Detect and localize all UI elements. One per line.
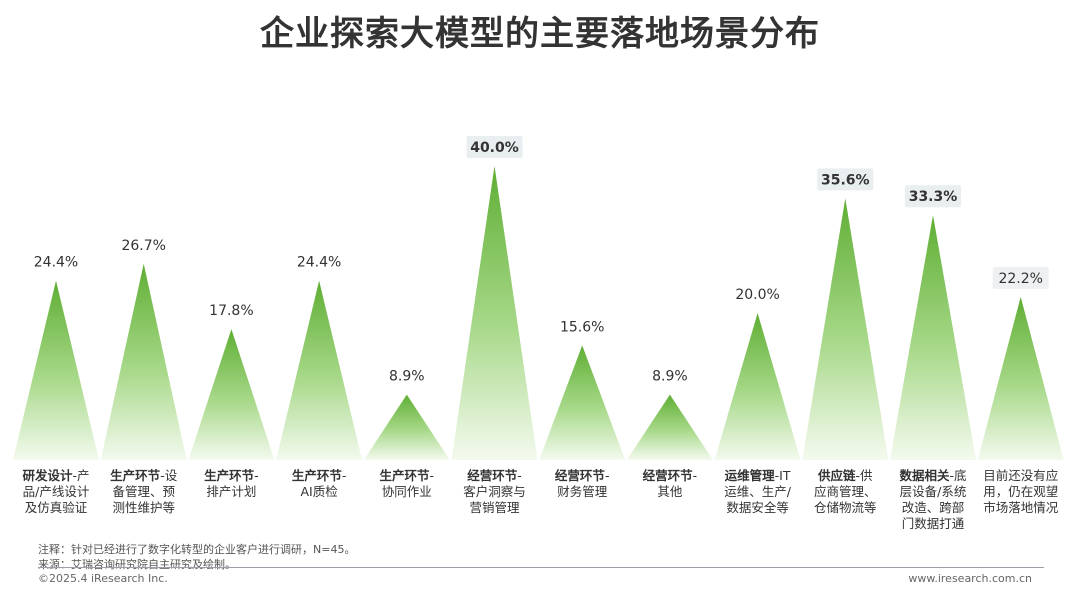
value-label: 22.2% — [998, 271, 1042, 287]
bar-spike — [626, 394, 713, 460]
category-label: 经营环节-财务管理 — [555, 468, 610, 499]
value-label: 24.4% — [34, 255, 78, 271]
bar-spike — [188, 329, 275, 460]
footer-divider — [38, 567, 1044, 568]
website: www.iresearch.com.cn — [908, 572, 1032, 585]
category-label: 供应链-供应商管理、仓储物流等 — [814, 468, 877, 515]
value-highlight-box — [466, 136, 523, 158]
bar-spike — [977, 296, 1064, 460]
chart-title: 企业探索大模型的主要落地场景分布 — [260, 14, 820, 54]
value-highlight-box — [992, 266, 1049, 289]
bar-spike — [539, 345, 626, 460]
value-highlight-box — [817, 168, 874, 191]
category-label: 目前还没有应用，仍在观望市场落地情况 — [983, 468, 1059, 515]
bar-spike — [451, 166, 538, 460]
bar-spike — [714, 313, 801, 460]
category-label: 生产环节-排产计划 — [204, 468, 259, 499]
chart-area: 24.4% 研发设计-产品/产线设计及仿真验证 26.7% 生产环节-设备管理、预测性… — [13, 136, 1064, 531]
value-label: 33.3% — [909, 189, 958, 205]
value-label: 17.8% — [209, 303, 253, 319]
category-label: 数据相关-底层设备/系统改造、跨部门数据打通 — [898, 468, 966, 531]
category-label: 生产环节-AI质检 — [292, 468, 347, 499]
bar-spike — [276, 280, 363, 460]
category-label: 经营环节-客户洞察与营销管理 — [463, 468, 526, 515]
category-label: 生产环节-协同作业 — [380, 468, 435, 499]
bar-spike — [802, 198, 889, 460]
footnote: 注释：针对已经进行了数字化转型的企业客户进行调研，N=45。 — [38, 543, 356, 556]
category-label: 运维管理-IT 运维、生产/数据安全等 — [724, 468, 792, 515]
category-label: 生产环节-设备管理、预测性维护等 — [110, 468, 178, 515]
bar-spike — [363, 394, 450, 460]
value-label: 15.6% — [560, 319, 604, 335]
value-label: 8.9% — [389, 369, 425, 385]
value-label: 35.6% — [821, 172, 870, 188]
value-label: 20.0% — [735, 287, 779, 303]
bar-spike — [890, 215, 976, 460]
bar-spike — [100, 263, 187, 460]
value-label: 26.7% — [121, 238, 165, 254]
value-highlight-box — [905, 185, 961, 208]
value-label: 24.4% — [297, 255, 341, 271]
category-label: 经营环节-其他 — [643, 468, 698, 499]
bar-spike — [13, 280, 99, 460]
source-note: 来源：艾瑞咨询研究院自主研究及绘制。 — [38, 558, 236, 571]
copyright: ©2025.4 iResearch Inc. — [38, 572, 168, 585]
value-label: 8.9% — [652, 369, 688, 385]
value-label: 40.0% — [470, 140, 519, 156]
category-label: 研发设计-产品/产线设计及仿真验证 — [22, 468, 89, 515]
